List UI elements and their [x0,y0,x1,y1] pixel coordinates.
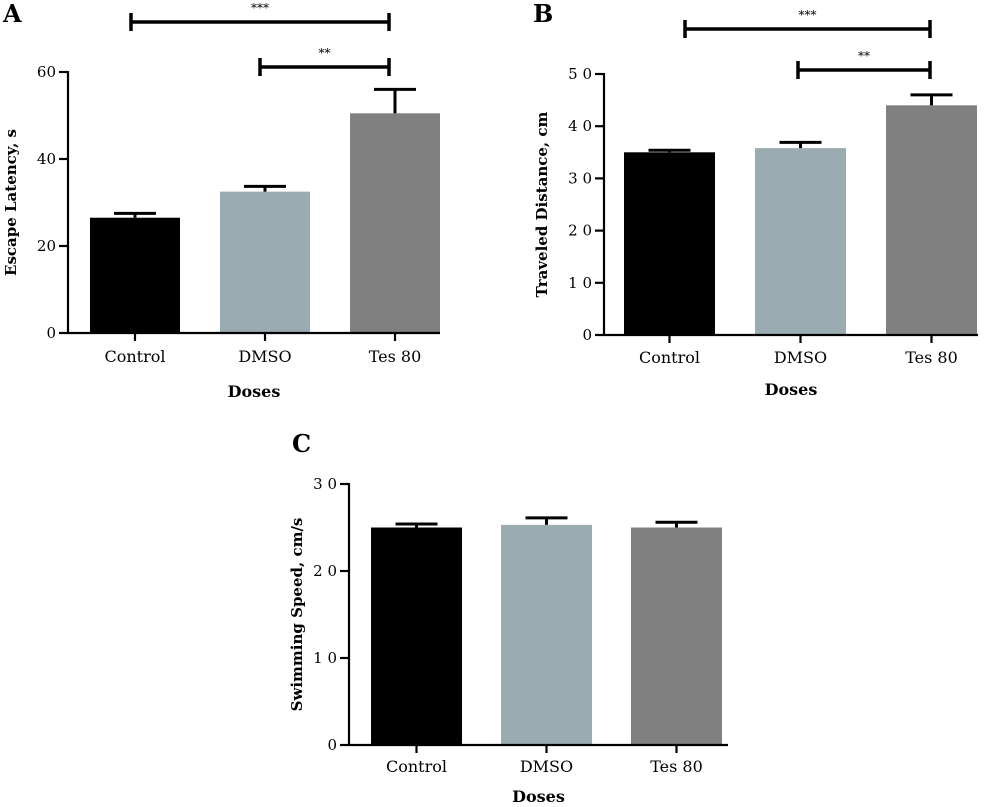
y-tick-label-2: 2 0 [313,562,337,580]
category-label-2: Tes 80 [369,347,422,366]
y-tick-label-3: 60 [37,63,56,81]
y-axis-title: Swimming Speed, cm/s [288,518,306,712]
y-tick-label-1: 1 0 [568,274,592,292]
bar-1 [755,148,846,335]
significance-label-0: *** [799,8,817,22]
x-axis-title: Doses [765,380,818,399]
category-label-2: Tes 80 [650,757,703,776]
panel-b-letter: B [533,0,553,28]
y-tick-label-2: 2 0 [568,222,592,240]
chart-c: Control DMSO Tes 80 0 1 0 2 0 3 0 Doses Swimming… [288,475,728,806]
chart-b: Control DMSO Tes 80 0 1 0 2 0 3 0 4 0 5 0 Doses Tr… [533,8,978,399]
chart-a: Control DMSO Tes 80 0 20 40 60 Doses Escape Late… [2,1,440,401]
panel-a: A Control DMSO Tes 80 0 20 40 60 Doses Escape La… [2,0,440,401]
y-tick-label-0: 0 [46,324,56,342]
y-tick-label-2: 40 [37,150,56,168]
bar-0 [371,527,462,745]
y-tick-label-0: 0 [582,326,592,344]
bar-1 [220,191,310,333]
y-axis-title: Escape Latency, s [2,129,20,276]
bar-2 [886,105,977,335]
y-tick-label-1: 20 [37,237,56,255]
x-axis-title: Doses [228,382,281,401]
bar-2 [350,113,440,333]
category-label-1: DMSO [238,347,291,366]
y-axis-title: Traveled Distance, cm [533,112,551,298]
panel-a-letter: A [2,0,22,28]
y-tick-label-0: 0 [327,736,337,754]
category-label-2: Tes 80 [905,348,958,367]
bar-0 [90,217,180,333]
panel-b: B Control DMSO Tes 80 0 1 0 2 0 3 0 4 0 5 0 Doses… [533,0,978,399]
y-tick-label-1: 1 0 [313,649,337,667]
category-label-0: Control [104,347,165,366]
panel-c: C Control DMSO Tes 80 0 1 0 2 0 3 0 Doses Swimmi… [288,429,728,806]
bar-0 [624,152,715,335]
y-tick-label-3: 3 0 [313,475,337,493]
x-axis-title: Doses [512,787,565,806]
category-label-0: Control [386,757,447,776]
bar-1 [501,524,592,745]
significance-label-1: ** [858,49,870,63]
y-tick-label-3: 3 0 [568,169,592,187]
y-tick-label-4: 4 0 [568,117,592,135]
category-label-0: Control [639,348,700,367]
category-label-1: DMSO [774,348,827,367]
bar-2 [631,527,722,745]
panel-c-letter: C [292,429,311,458]
y-tick-label-5: 5 0 [568,65,592,83]
significance-label-1: ** [319,46,331,60]
significance-label-0: *** [251,1,269,15]
category-label-1: DMSO [520,757,573,776]
